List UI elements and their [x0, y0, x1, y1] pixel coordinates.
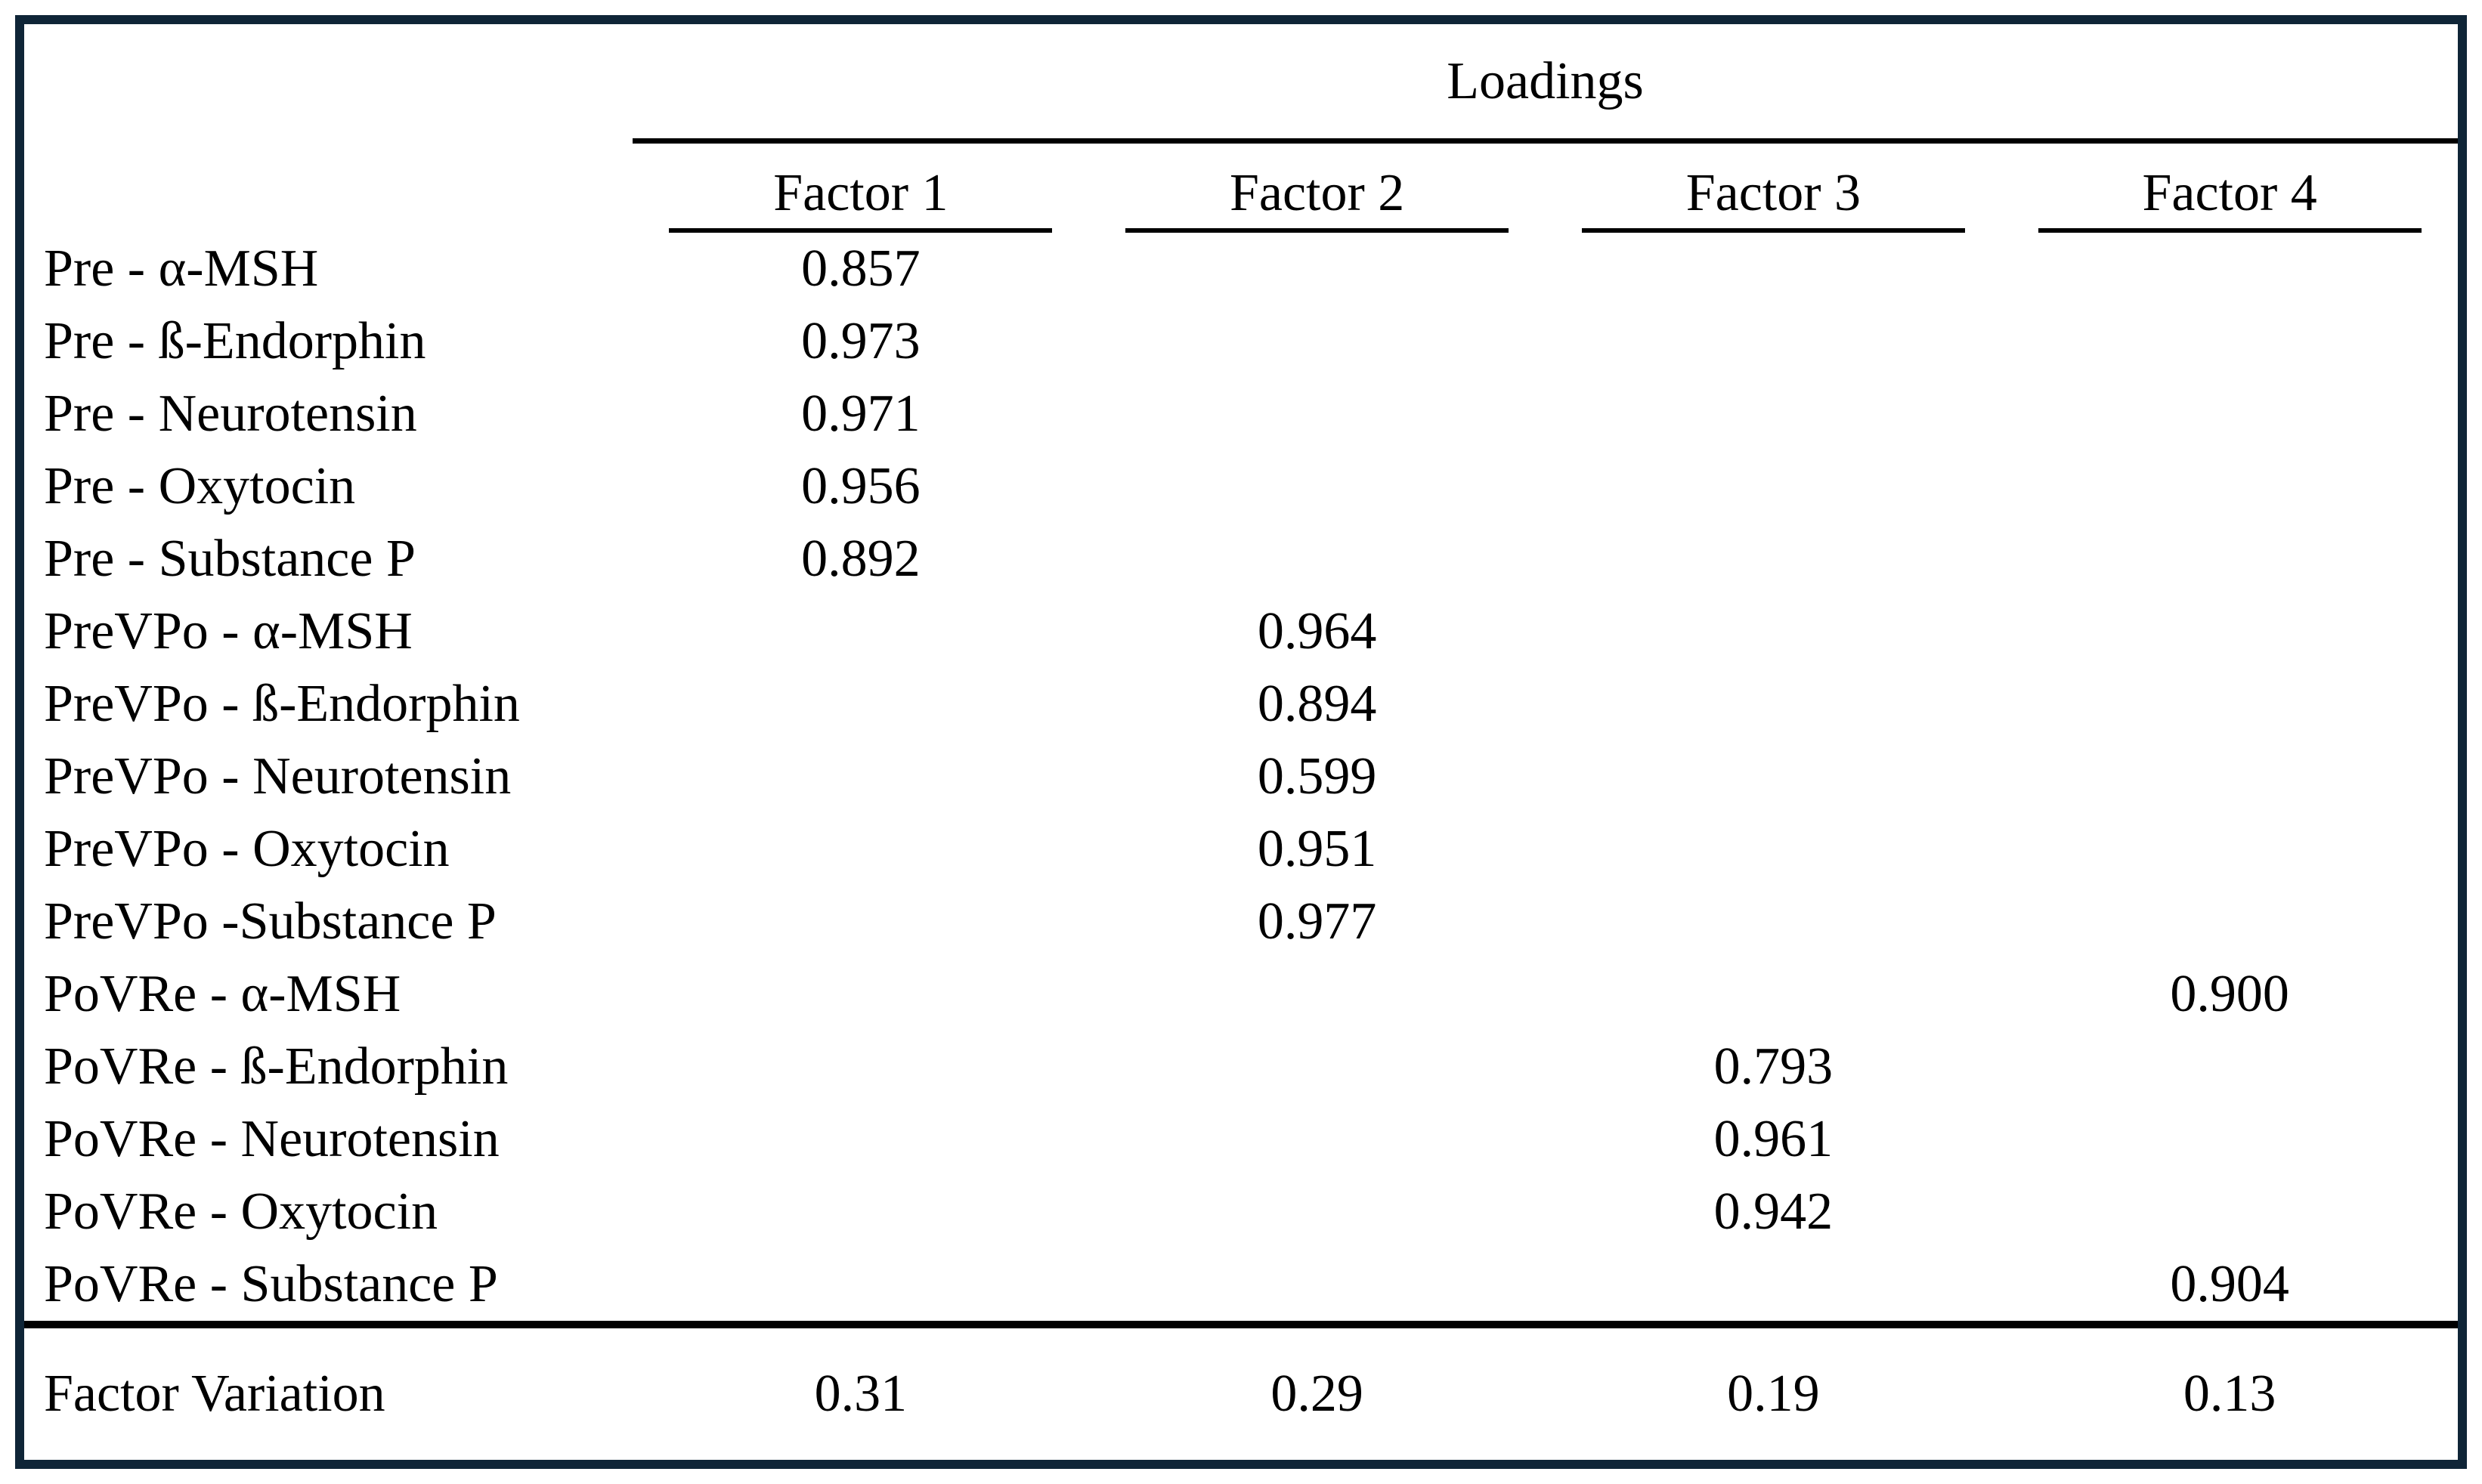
row-label: PreVPo - α-MSH: [44, 602, 413, 660]
row-label: PoVRe - ß-Endorphin: [44, 1037, 509, 1096]
factor1-value: 0.973: [801, 312, 921, 370]
table-row: PoVRe - ß-Endorphin 0.793: [24, 1031, 2458, 1103]
table-row: PreVPo -Substance P 0.977: [24, 886, 2458, 958]
row-label: Pre - Oxytocin: [44, 457, 356, 515]
header-spacer: [24, 24, 633, 144]
table-row: PoVRe - Substance P 0.904: [24, 1248, 2458, 1321]
row-label: Pre - Substance P: [44, 530, 416, 588]
table-row: PreVPo - ß-Endorphin 0.894: [24, 668, 2458, 740]
factor2-value: 0.951: [1257, 820, 1377, 878]
column-header-factor-3: Factor 3: [1581, 165, 1965, 233]
factor3-value: 0.793: [1713, 1037, 1834, 1096]
factor-variation-row: Factor Variation 0.31 0.29 0.19 0.13: [24, 1328, 2458, 1460]
row-label: PoVRe - α-MSH: [44, 965, 401, 1023]
column-header-cell: Factor 4: [2001, 165, 2458, 233]
factor2-value: 0.964: [1257, 602, 1377, 660]
factor1-value: 0.857: [801, 240, 921, 298]
table-spanner-header: Loadings: [24, 24, 2458, 144]
table-row: PreVPo - Neurotensin 0.599: [24, 740, 2458, 813]
factor3-value: 0.942: [1713, 1183, 1834, 1241]
factor2-value: 0.894: [1257, 675, 1377, 733]
factor2-variation: 0.29: [1270, 1365, 1363, 1423]
table-title: Loadings: [1447, 51, 1644, 110]
factor3-variation: 0.19: [1727, 1365, 1820, 1423]
factor1-value: 0.971: [801, 385, 921, 443]
column-header-row: Factor 1 Factor 2 Factor 3 Factor 4: [24, 144, 2458, 233]
row-label: PreVPo - ß-Endorphin: [44, 675, 520, 733]
table-row: Pre - Substance P 0.892: [24, 523, 2458, 595]
row-label: Pre - α-MSH: [44, 240, 319, 298]
factor1-value: 0.956: [801, 457, 921, 515]
column-header-factor-4: Factor 4: [2038, 165, 2422, 233]
column-header-cell: Factor 3: [1546, 165, 2002, 233]
factor1-variation: 0.31: [814, 1365, 908, 1423]
factor2-value: 0.599: [1257, 747, 1377, 805]
factor2-value: 0.977: [1257, 892, 1377, 951]
table-row: PoVRe - Neurotensin 0.961: [24, 1103, 2458, 1176]
table-row: PreVPo - α-MSH 0.964: [24, 595, 2458, 668]
row-label: PoVRe - Oxytocin: [44, 1183, 438, 1241]
footer-divider-rule: [24, 1321, 2458, 1328]
factor4-variation: 0.13: [2183, 1365, 2276, 1423]
row-label: PoVRe - Substance P: [44, 1255, 498, 1313]
row-label: PoVRe - Neurotensin: [44, 1110, 500, 1168]
column-header-factor-2: Factor 2: [1125, 165, 1509, 233]
column-header-factor-1: Factor 1: [669, 165, 1053, 233]
row-label: Pre - Neurotensin: [44, 385, 417, 443]
row-label: Factor Variation: [44, 1365, 385, 1423]
factor1-value: 0.892: [801, 530, 921, 588]
row-label: PreVPo -Substance P: [44, 892, 497, 951]
row-label: Pre - ß-Endorphin: [44, 312, 426, 370]
column-header-cell: Factor 2: [1089, 165, 1546, 233]
factor4-value: 0.904: [2170, 1255, 2289, 1313]
loadings-table-frame: Loadings Factor 1 Factor 2 Factor 3 Fact…: [15, 15, 2467, 1469]
table-row: PoVRe - α-MSH 0.900: [24, 958, 2458, 1031]
table-row: PreVPo - Oxytocin 0.951: [24, 813, 2458, 886]
table-row: PoVRe - Oxytocin 0.942: [24, 1176, 2458, 1248]
factor4-value: 0.900: [2170, 965, 2289, 1023]
loadings-span-header: Loadings: [633, 24, 2458, 144]
table-row: Pre - α-MSH 0.857: [24, 233, 2458, 305]
row-label: PreVPo - Neurotensin: [44, 747, 512, 805]
table-row: Pre - Oxytocin 0.956: [24, 450, 2458, 523]
row-label: PreVPo - Oxytocin: [44, 820, 450, 878]
table-row: Pre - Neurotensin 0.971: [24, 378, 2458, 450]
table-row: Pre - ß-Endorphin 0.973: [24, 305, 2458, 378]
factor3-value: 0.961: [1713, 1110, 1834, 1168]
column-header-cell: Factor 1: [633, 165, 1089, 233]
